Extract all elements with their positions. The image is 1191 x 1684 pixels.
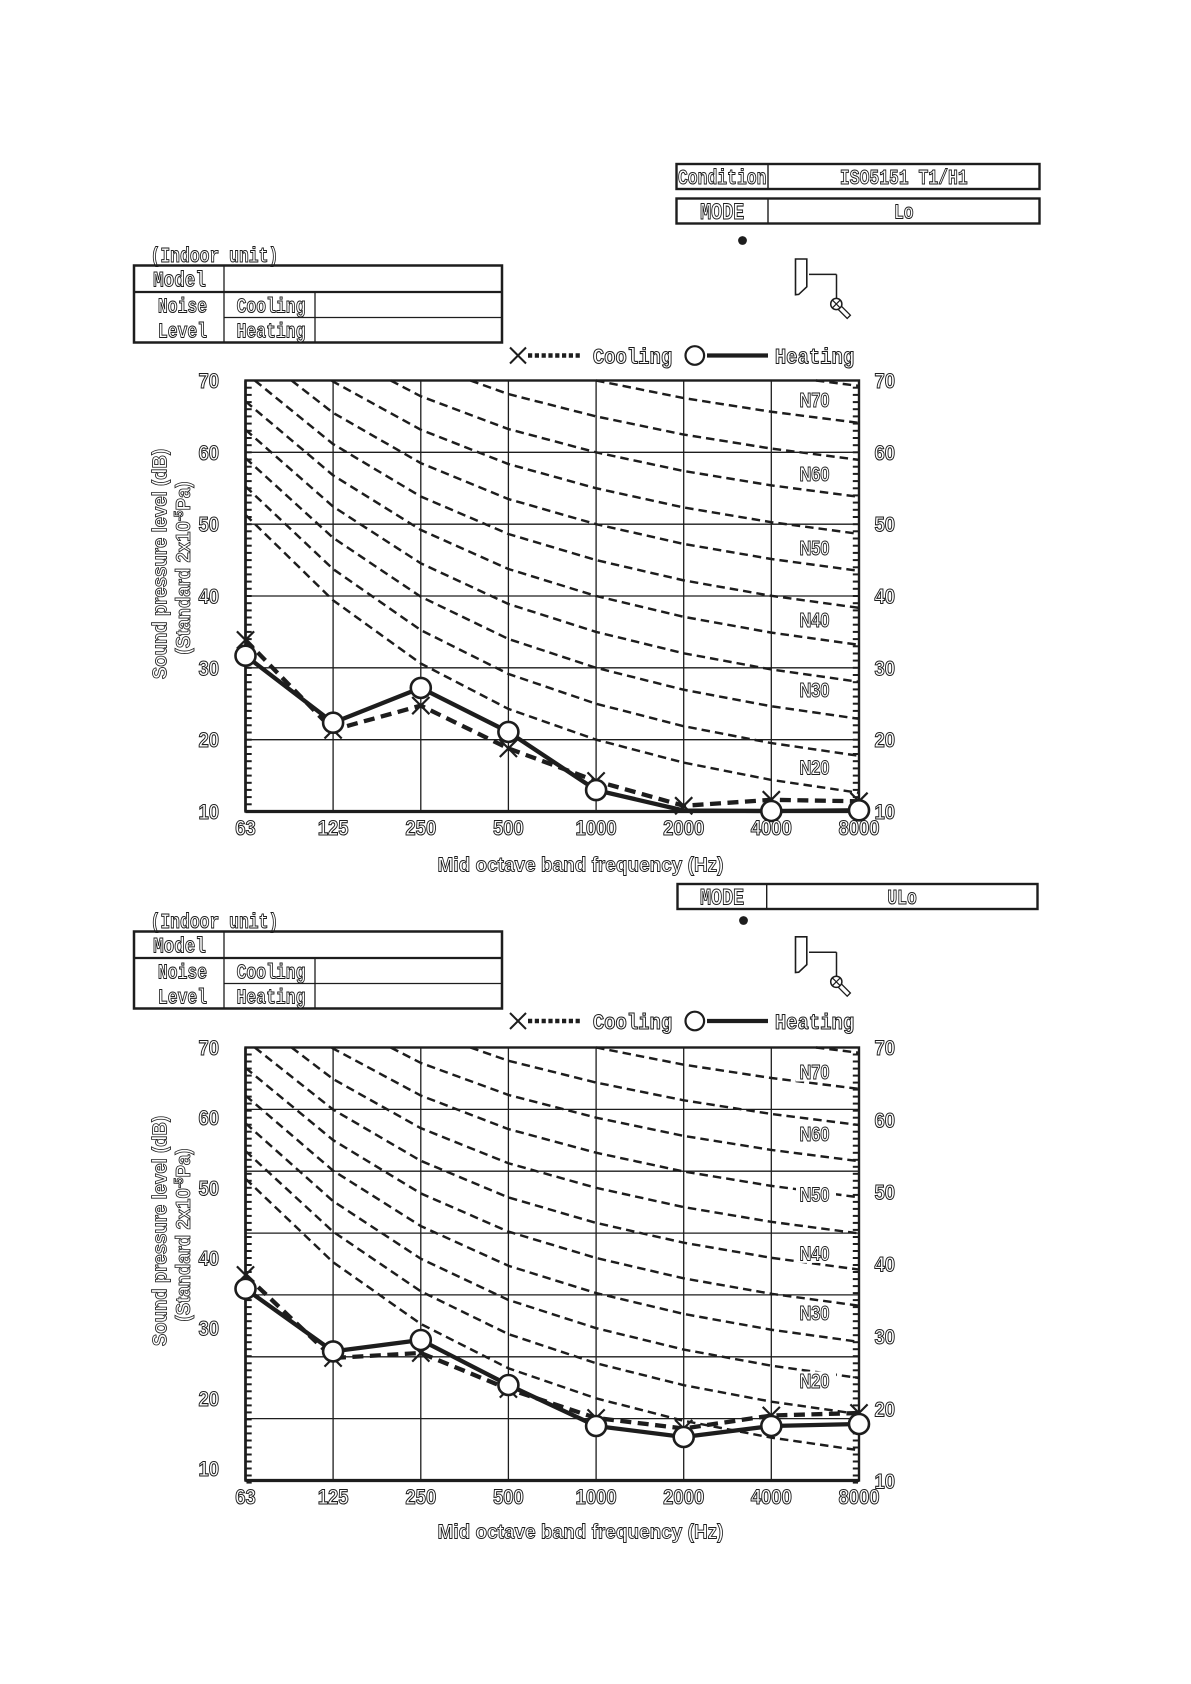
svg-text:Sound pressure level (dB): Sound pressure level (dB) xyxy=(150,449,172,679)
svg-text:ULo: ULo xyxy=(887,886,916,911)
svg-text:Condition: Condition xyxy=(678,166,766,191)
svg-text:N60: N60 xyxy=(799,463,829,486)
svg-text:40: 40 xyxy=(198,585,219,608)
svg-text:40: 40 xyxy=(198,1247,219,1270)
svg-text:30: 30 xyxy=(198,1318,219,1341)
svg-text:8000: 8000 xyxy=(838,1486,879,1509)
svg-text:30: 30 xyxy=(198,657,219,680)
svg-text:Lo: Lo xyxy=(894,201,914,226)
svg-text:N30: N30 xyxy=(799,1301,829,1324)
svg-text:63: 63 xyxy=(235,1486,256,1509)
svg-text:1000: 1000 xyxy=(576,817,617,840)
svg-text:70: 70 xyxy=(198,370,219,393)
svg-text:250: 250 xyxy=(405,1486,436,1509)
svg-text:60: 60 xyxy=(875,442,896,465)
svg-text:60: 60 xyxy=(875,1109,896,1132)
svg-text:20: 20 xyxy=(198,1388,219,1411)
svg-text:Heating: Heating xyxy=(237,320,306,345)
svg-text:2000: 2000 xyxy=(663,817,704,840)
svg-text:N70: N70 xyxy=(799,1061,829,1084)
svg-text:10: 10 xyxy=(198,1458,219,1481)
svg-text:N40: N40 xyxy=(799,609,829,632)
svg-text:N20: N20 xyxy=(799,1370,829,1393)
svg-text:500: 500 xyxy=(493,817,524,840)
svg-text:20: 20 xyxy=(875,1398,896,1421)
svg-text:10: 10 xyxy=(875,1470,896,1493)
svg-text:4000: 4000 xyxy=(751,817,792,840)
svg-text:70: 70 xyxy=(198,1037,219,1060)
svg-text:N60: N60 xyxy=(799,1123,829,1146)
svg-text:125: 125 xyxy=(318,817,349,840)
svg-text:Noise: Noise xyxy=(158,960,207,985)
svg-text:Heating: Heating xyxy=(237,986,306,1011)
svg-text:63: 63 xyxy=(235,817,256,840)
svg-text:4000: 4000 xyxy=(751,1486,792,1509)
svg-text:N20: N20 xyxy=(799,756,829,779)
svg-text:Level: Level xyxy=(158,320,207,345)
svg-text:N40: N40 xyxy=(799,1242,829,1265)
svg-text:10: 10 xyxy=(875,801,896,824)
svg-text:Mid octave band frequency (Hz: Mid octave band frequency (Hz) xyxy=(437,1521,723,1544)
svg-text:50: 50 xyxy=(875,1181,896,1204)
svg-text:50: 50 xyxy=(198,514,219,537)
svg-text:8000: 8000 xyxy=(838,817,879,840)
svg-text:(Standard 2x10-5Pa): (Standard 2x10-5Pa) xyxy=(172,1149,196,1322)
svg-text:2000: 2000 xyxy=(663,1486,704,1509)
svg-text:(Standard 2x10-5Pa): (Standard 2x10-5Pa) xyxy=(172,482,196,655)
svg-text:Model: Model xyxy=(153,934,206,959)
svg-text:40: 40 xyxy=(875,585,896,608)
svg-text:125: 125 xyxy=(318,1486,349,1509)
svg-text:Cooling: Cooling xyxy=(237,960,306,985)
svg-text:Sound pressure level (dB): Sound pressure level (dB) xyxy=(150,1116,172,1346)
svg-text:Model: Model xyxy=(153,268,206,293)
svg-text:40: 40 xyxy=(875,1254,896,1277)
svg-text:60: 60 xyxy=(198,442,219,465)
svg-text:1000: 1000 xyxy=(576,1486,617,1509)
svg-text:Cooling: Cooling xyxy=(593,1012,672,1037)
svg-text:MODE: MODE xyxy=(700,201,744,226)
svg-text:500: 500 xyxy=(493,1486,524,1509)
svg-text:30: 30 xyxy=(875,1326,896,1349)
svg-text:ISO5151 T1/H1: ISO5151 T1/H1 xyxy=(840,166,968,191)
svg-text:N50: N50 xyxy=(799,1183,829,1206)
svg-text:20: 20 xyxy=(875,729,896,752)
svg-text:Mid octave band frequency (Hz: Mid octave band frequency (Hz) xyxy=(437,854,723,877)
svg-text:20: 20 xyxy=(198,729,219,752)
svg-text:70: 70 xyxy=(875,1037,896,1060)
svg-text:70: 70 xyxy=(875,370,896,393)
svg-text:50: 50 xyxy=(875,514,896,537)
svg-text:Level: Level xyxy=(158,986,207,1011)
svg-text:N30: N30 xyxy=(799,679,829,702)
svg-text:Noise: Noise xyxy=(158,294,207,319)
svg-text:N50: N50 xyxy=(799,537,829,560)
svg-text:10: 10 xyxy=(198,801,219,824)
svg-text:30: 30 xyxy=(875,657,896,680)
svg-text:50: 50 xyxy=(198,1177,219,1200)
svg-text:Cooling: Cooling xyxy=(593,346,672,371)
svg-text:60: 60 xyxy=(198,1107,219,1130)
svg-text:Heating: Heating xyxy=(775,1012,854,1037)
svg-text:250: 250 xyxy=(405,817,436,840)
svg-text:Heating: Heating xyxy=(775,346,854,371)
svg-text:Cooling: Cooling xyxy=(237,294,306,319)
svg-text:N70: N70 xyxy=(799,389,829,412)
svg-text:MODE: MODE xyxy=(700,887,744,912)
